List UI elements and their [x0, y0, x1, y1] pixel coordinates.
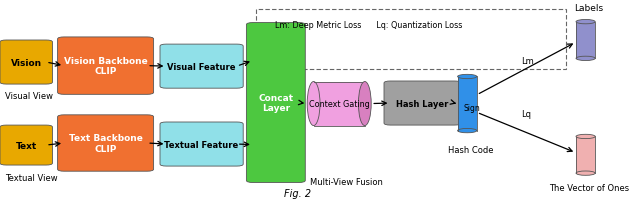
- Text: Vision Backbone
CLIP: Vision Backbone CLIP: [64, 57, 147, 76]
- Text: Multi-View Fusion: Multi-View Fusion: [310, 177, 383, 186]
- Text: Visual Feature: Visual Feature: [167, 62, 236, 71]
- Text: Textual Feature: Textual Feature: [164, 140, 239, 149]
- Text: Visual View: Visual View: [5, 91, 53, 100]
- Ellipse shape: [458, 129, 477, 133]
- Ellipse shape: [576, 171, 595, 175]
- Text: Sign: Sign: [463, 104, 480, 113]
- FancyBboxPatch shape: [384, 82, 461, 125]
- Text: Concat
Layer: Concat Layer: [259, 93, 293, 113]
- Ellipse shape: [458, 75, 477, 79]
- Bar: [458, 77, 477, 131]
- Text: Hash Layer: Hash Layer: [396, 99, 449, 108]
- Text: Labels: Labels: [574, 4, 604, 13]
- Text: Context Gating: Context Gating: [309, 100, 369, 109]
- Text: Hash Code: Hash Code: [447, 145, 493, 154]
- FancyBboxPatch shape: [0, 41, 52, 85]
- FancyBboxPatch shape: [160, 45, 243, 89]
- Text: Lm: Lm: [522, 57, 534, 66]
- Ellipse shape: [307, 82, 320, 126]
- Text: Text Backbone
CLIP: Text Backbone CLIP: [68, 134, 143, 153]
- FancyBboxPatch shape: [58, 38, 154, 95]
- Ellipse shape: [576, 135, 595, 139]
- Bar: [576, 137, 595, 173]
- FancyBboxPatch shape: [246, 23, 305, 183]
- Ellipse shape: [358, 82, 371, 126]
- Text: Textual View: Textual View: [5, 173, 58, 182]
- Text: Vision: Vision: [11, 58, 42, 67]
- Text: Fig. 2: Fig. 2: [284, 188, 311, 198]
- Text: Lm: Deep Metric Loss      Lq: Quantization Loss: Lm: Deep Metric Loss Lq: Quantization Lo…: [275, 20, 463, 29]
- Bar: [314, 82, 365, 126]
- Bar: [576, 23, 595, 59]
- Text: The Vector of Ones: The Vector of Ones: [548, 183, 629, 192]
- Text: Lq: Lq: [522, 110, 532, 119]
- Ellipse shape: [576, 20, 595, 25]
- FancyBboxPatch shape: [160, 122, 243, 166]
- Text: Text: Text: [15, 141, 37, 150]
- Ellipse shape: [576, 57, 595, 61]
- FancyBboxPatch shape: [0, 125, 52, 165]
- FancyBboxPatch shape: [58, 115, 154, 171]
